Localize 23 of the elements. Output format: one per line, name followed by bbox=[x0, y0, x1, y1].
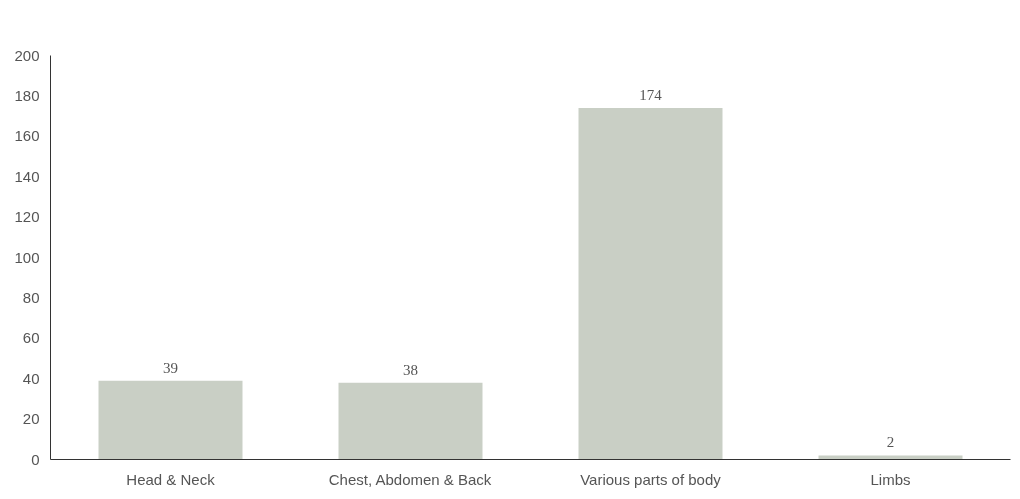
y-tick-label: 60 bbox=[22, 329, 40, 347]
y-tick-label: 40 bbox=[22, 369, 40, 387]
data-label: 174 bbox=[639, 87, 663, 104]
x-tick-label: Head & Neck bbox=[126, 470, 216, 488]
bar bbox=[98, 380, 243, 460]
y-tick-label: 180 bbox=[14, 86, 40, 104]
bar bbox=[578, 108, 723, 460]
data-label: 39 bbox=[163, 359, 178, 376]
bar bbox=[338, 382, 483, 460]
y-tick-label: 0 bbox=[31, 450, 40, 468]
y-tick-label: 20 bbox=[22, 410, 40, 428]
bar bbox=[818, 455, 963, 460]
y-tick-label: 200 bbox=[14, 46, 40, 64]
x-tick-label: Limbs bbox=[870, 470, 911, 488]
y-tick-label: 100 bbox=[14, 248, 40, 266]
x-tick-label: Various parts of body bbox=[580, 470, 722, 488]
y-tick-label: 140 bbox=[14, 167, 40, 185]
y-tick-label: 120 bbox=[14, 208, 40, 226]
data-label: 38 bbox=[403, 361, 418, 378]
x-tick-label: Chest, Abdomen & Back bbox=[328, 470, 492, 488]
y-tick-label: 80 bbox=[22, 288, 40, 306]
data-label: 2 bbox=[886, 434, 895, 451]
y-tick-label: 160 bbox=[14, 127, 40, 145]
